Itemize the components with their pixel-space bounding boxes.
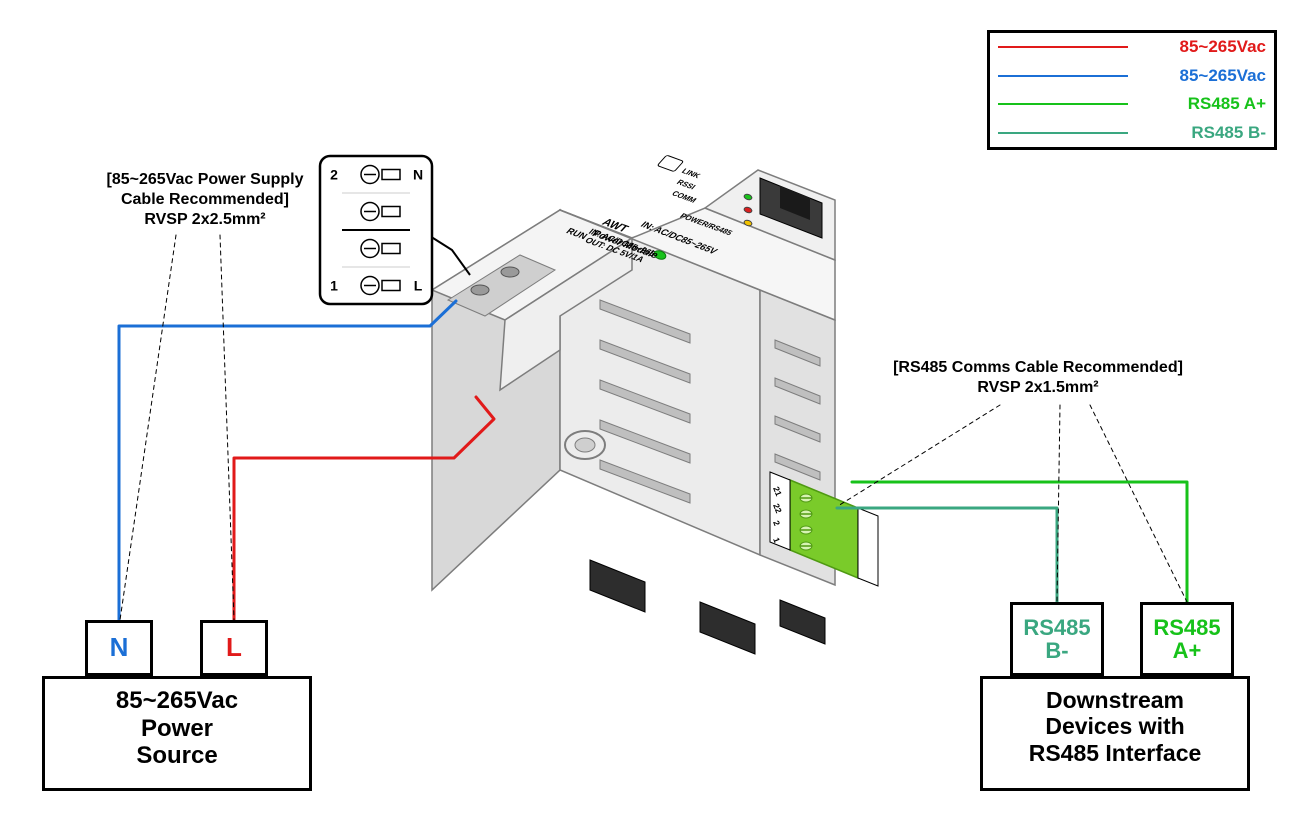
svg-text:L: L xyxy=(414,278,423,294)
legend-label: 85~265Vac xyxy=(1128,37,1266,57)
terminal-rs485-a-plus: RS485A+ xyxy=(1140,602,1234,676)
terminal-rs485-b-minus: RS485B- xyxy=(1010,602,1104,676)
power-cable-note: [85~265Vac Power SupplyCable Recommended… xyxy=(75,170,335,230)
svg-text:COMM: COMM xyxy=(670,189,699,204)
power-source-label: 85~265VacPowerSource xyxy=(45,687,309,770)
downstream-label: DownstreamDevices withRS485 Interface xyxy=(983,687,1247,766)
downstream-box: DownstreamDevices withRS485 Interface xyxy=(980,676,1250,791)
legend-label: RS485 B- xyxy=(1128,123,1266,143)
legend-box: 85~265Vac 85~265Vac RS485 A+ RS485 B- xyxy=(987,30,1277,150)
power-source-box: 85~265VacPowerSource xyxy=(42,676,312,791)
legend-label: 85~265Vac xyxy=(1128,66,1266,86)
svg-text:N: N xyxy=(413,167,423,183)
rs485-cable-note: [RS485 Comms Cable Recommended]RVSP 2x1.… xyxy=(878,358,1198,398)
svg-text:1: 1 xyxy=(330,278,338,294)
terminal-l: L xyxy=(200,620,268,676)
legend-label: RS485 A+ xyxy=(1128,94,1266,114)
terminal-n: N xyxy=(85,620,153,676)
